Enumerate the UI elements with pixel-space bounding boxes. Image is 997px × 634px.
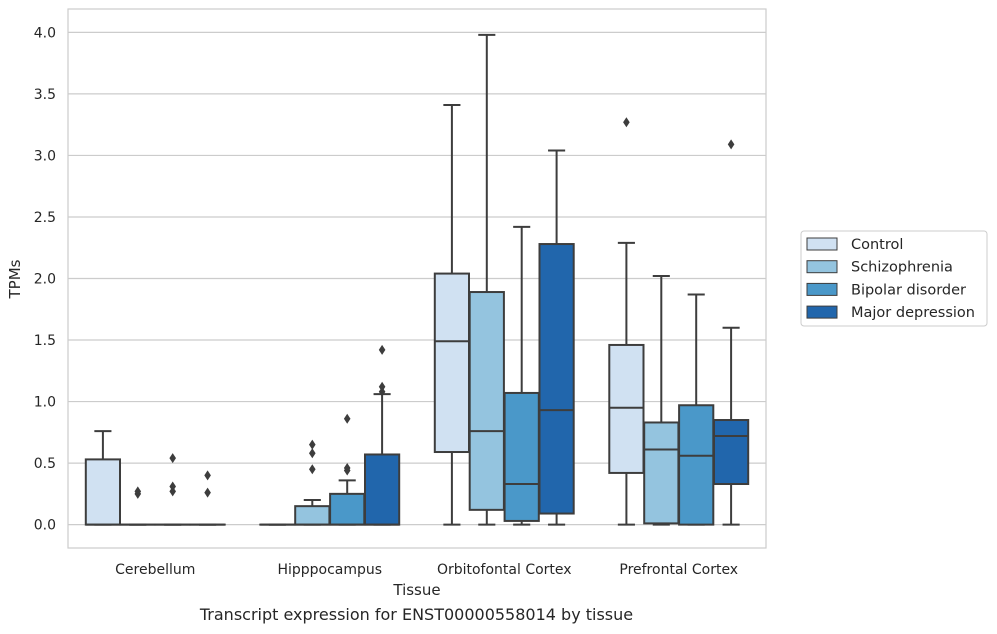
box xyxy=(712,139,750,526)
chart-caption: Transcript expression for ENST0000055801… xyxy=(199,605,634,624)
y-tick-label: 3.0 xyxy=(34,148,56,164)
boxes xyxy=(84,33,750,526)
outlier-marker xyxy=(378,344,386,355)
y-tick-labels: 0.0 0.5 1.0 1.5 2.0 2.5 3.0 3.5 4.0 xyxy=(34,25,56,533)
outlier-marker xyxy=(727,139,735,150)
x-tick-label: Orbitofontal Cortex xyxy=(437,562,572,578)
outlier-marker xyxy=(378,381,386,392)
x-tick-label: Hipppocampus xyxy=(277,562,382,578)
legend-swatch xyxy=(806,237,838,251)
outlier-marker xyxy=(309,464,316,475)
legend-label: Major depression xyxy=(851,305,975,321)
box xyxy=(154,453,191,526)
outlier-marker xyxy=(343,463,351,474)
box xyxy=(84,430,122,526)
legend-swatch xyxy=(806,282,838,296)
box-body xyxy=(468,291,505,511)
outlier-marker xyxy=(309,439,316,450)
legend-label: Bipolar disorder xyxy=(851,282,966,298)
outlier-marker xyxy=(309,448,316,459)
legend-label: Schizophrenia xyxy=(851,260,953,276)
y-tick-label: 0.5 xyxy=(34,456,56,472)
box-body xyxy=(329,492,366,526)
box-body xyxy=(538,243,575,515)
box xyxy=(538,149,575,526)
x-tick-label: Cerebellum xyxy=(115,562,195,578)
box xyxy=(363,344,401,526)
y-tick-label: 2.5 xyxy=(34,210,56,226)
y-axis-title: TPMs xyxy=(6,259,24,299)
legend-swatch xyxy=(806,305,838,319)
y-tick-label: 0.0 xyxy=(34,518,56,534)
box-body xyxy=(608,343,645,474)
outlier-marker xyxy=(169,453,176,464)
x-tick-label: Prefrontal Cortex xyxy=(619,562,738,578)
y-tick-label: 2.0 xyxy=(34,272,56,288)
x-axis-title: Tissue xyxy=(392,581,440,599)
box-body xyxy=(294,505,331,526)
y-tick-label: 1.5 xyxy=(34,333,56,349)
box-body xyxy=(363,453,401,526)
outlier-marker xyxy=(204,470,211,481)
box xyxy=(189,470,226,526)
outlier-marker xyxy=(343,413,351,424)
box-body xyxy=(84,458,122,526)
y-tick-label: 1.0 xyxy=(34,395,56,411)
legend-swatch xyxy=(806,260,838,274)
box-body xyxy=(678,404,715,526)
legend-label: Control xyxy=(851,237,903,253)
box xyxy=(608,117,645,526)
y-tick-label: 4.0 xyxy=(34,25,56,41)
outlier-marker xyxy=(204,487,211,498)
legend-frame xyxy=(800,230,988,327)
x-tick-labels: Cerebellum Hipppocampus Orbitofontal Corte… xyxy=(115,562,738,578)
outlier-marker xyxy=(134,486,142,497)
legend: Control Schizophrenia Bipolar disorder Majo… xyxy=(800,230,988,327)
box-body xyxy=(712,419,750,486)
box-body xyxy=(643,421,680,525)
outlier-marker xyxy=(623,117,630,128)
outlier-marker xyxy=(169,481,176,492)
y-tick-label: 3.5 xyxy=(34,87,56,103)
box xyxy=(294,439,331,526)
box-body xyxy=(433,272,471,454)
box-body xyxy=(503,391,540,522)
